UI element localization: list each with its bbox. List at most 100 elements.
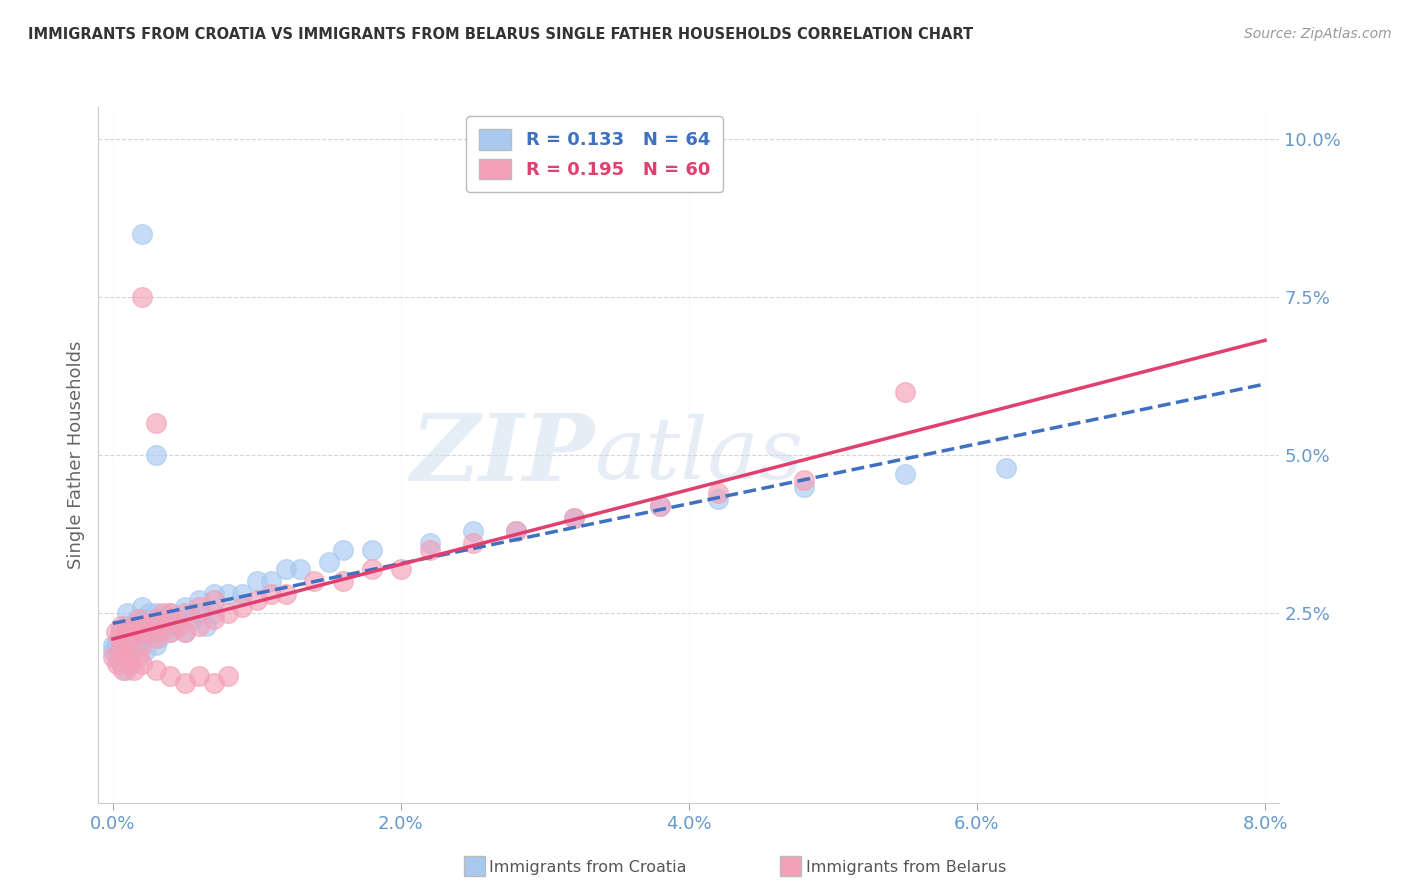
- Point: [107, 632, 129, 646]
- Point: [131, 625, 153, 640]
- Point: [135, 632, 157, 646]
- Point: [145, 612, 167, 626]
- Point: [166, 618, 188, 632]
- Point: [125, 625, 148, 640]
- Text: Source: ZipAtlas.com: Source: ZipAtlas.com: [1244, 27, 1392, 41]
- Point: [217, 606, 239, 620]
- Point: [159, 669, 181, 683]
- Point: [162, 618, 184, 632]
- Point: [419, 542, 441, 557]
- Point: [131, 290, 153, 304]
- Point: [195, 618, 218, 632]
- Point: [202, 587, 225, 601]
- Point: [124, 663, 146, 677]
- Point: [120, 657, 142, 671]
- Point: [128, 638, 150, 652]
- Point: [173, 606, 195, 620]
- Y-axis label: Single Father Households: Single Father Households: [66, 341, 84, 569]
- Point: [152, 606, 174, 620]
- Point: [332, 574, 354, 589]
- Point: [231, 599, 253, 614]
- Point: [104, 638, 127, 652]
- Point: [159, 625, 181, 640]
- Point: [188, 593, 211, 607]
- Text: IMMIGRANTS FROM CROATIA VS IMMIGRANTS FROM BELARUS SINGLE FATHER HOUSEHOLDS CORR: IMMIGRANTS FROM CROATIA VS IMMIGRANTS FR…: [28, 27, 973, 42]
- Point: [108, 625, 131, 640]
- Point: [159, 625, 181, 640]
- Point: [108, 644, 131, 658]
- Point: [894, 384, 917, 399]
- Point: [159, 606, 181, 620]
- Point: [202, 675, 225, 690]
- Point: [145, 632, 167, 646]
- Point: [120, 632, 142, 646]
- Point: [152, 618, 174, 632]
- Point: [131, 657, 153, 671]
- Point: [127, 612, 149, 626]
- Point: [260, 587, 283, 601]
- Point: [112, 632, 135, 646]
- Point: [246, 593, 269, 607]
- Point: [148, 625, 170, 640]
- Point: [145, 663, 167, 677]
- Point: [134, 625, 156, 640]
- Point: [128, 650, 150, 665]
- Point: [332, 542, 354, 557]
- Point: [706, 492, 728, 507]
- Point: [131, 638, 153, 652]
- Point: [101, 638, 124, 652]
- Point: [188, 618, 211, 632]
- Point: [145, 448, 167, 462]
- Point: [145, 606, 167, 620]
- Point: [173, 625, 195, 640]
- Point: [134, 644, 156, 658]
- Point: [131, 612, 153, 626]
- Point: [217, 587, 239, 601]
- Point: [120, 644, 142, 658]
- Point: [166, 612, 188, 626]
- Point: [318, 556, 340, 570]
- Point: [288, 562, 311, 576]
- Point: [181, 612, 204, 626]
- Point: [138, 618, 160, 632]
- Point: [361, 542, 384, 557]
- Point: [105, 650, 128, 665]
- Point: [145, 417, 167, 431]
- Point: [156, 612, 179, 626]
- Point: [121, 625, 143, 640]
- Point: [562, 511, 585, 525]
- Text: Immigrants from Croatia: Immigrants from Croatia: [489, 860, 686, 874]
- Point: [994, 460, 1017, 475]
- Point: [505, 524, 527, 538]
- Point: [131, 227, 153, 241]
- Point: [274, 562, 297, 576]
- Point: [145, 638, 167, 652]
- Point: [115, 606, 138, 620]
- Point: [505, 524, 527, 538]
- Point: [138, 625, 160, 640]
- Point: [131, 618, 153, 632]
- Point: [260, 574, 283, 589]
- Point: [141, 618, 163, 632]
- Legend: R = 0.133   N = 64, R = 0.195   N = 60: R = 0.133 N = 64, R = 0.195 N = 60: [467, 116, 723, 192]
- Point: [706, 486, 728, 500]
- Point: [124, 632, 146, 646]
- Text: ZIP: ZIP: [411, 410, 595, 500]
- Point: [131, 599, 153, 614]
- Point: [217, 669, 239, 683]
- Point: [202, 593, 225, 607]
- Point: [419, 536, 441, 550]
- Point: [202, 612, 225, 626]
- Point: [104, 625, 127, 640]
- Point: [148, 632, 170, 646]
- Point: [105, 657, 128, 671]
- Point: [793, 473, 815, 487]
- Point: [361, 562, 384, 576]
- Point: [461, 524, 484, 538]
- Point: [125, 618, 148, 632]
- Point: [111, 663, 134, 677]
- Point: [114, 663, 136, 677]
- Point: [650, 499, 672, 513]
- Point: [461, 536, 484, 550]
- Point: [246, 574, 269, 589]
